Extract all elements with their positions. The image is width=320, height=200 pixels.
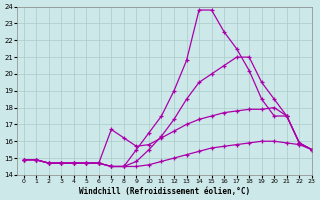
X-axis label: Windchill (Refroidissement éolien,°C): Windchill (Refroidissement éolien,°C) (79, 187, 250, 196)
